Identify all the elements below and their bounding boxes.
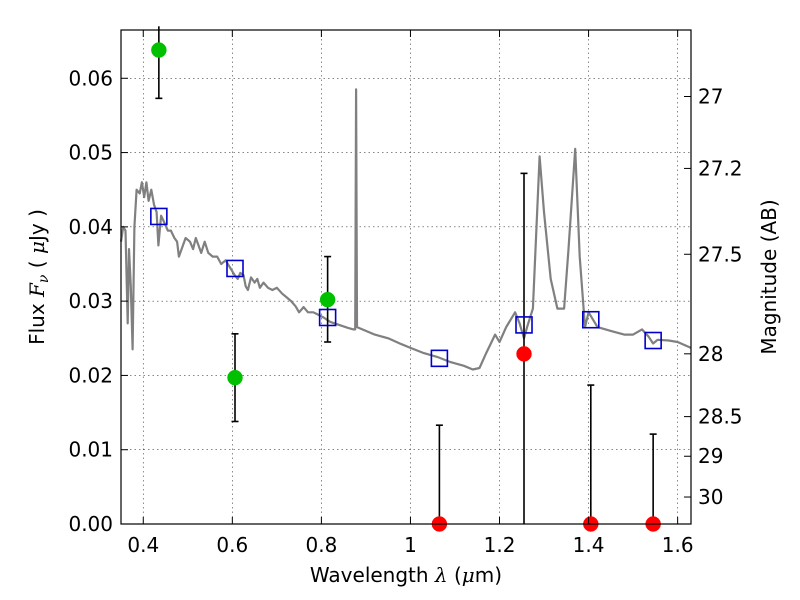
observation-point xyxy=(516,346,532,362)
x-tick-label: 0.6 xyxy=(216,533,248,557)
x-tick-label: 1.6 xyxy=(662,533,694,557)
model-photometry-square xyxy=(515,316,533,334)
model-photometry-square xyxy=(150,207,168,226)
x-axis-label: Wavelength λ (μm) xyxy=(310,563,502,587)
model-photometry-square xyxy=(430,349,449,368)
observation-point xyxy=(227,369,243,386)
y2-tick-label: 29 xyxy=(698,444,723,468)
y2-tick-label: 30 xyxy=(698,485,723,509)
y2-tick-label: 27.5 xyxy=(698,242,743,266)
model-spectrum xyxy=(119,88,692,371)
y-axis-label: Flux Fν ( μJy ) xyxy=(25,209,52,345)
observation-point xyxy=(319,291,336,308)
observation-markers xyxy=(151,42,661,532)
model-photometry-square xyxy=(644,331,662,350)
model-photometry-square xyxy=(582,310,600,329)
y2-tick-label: 27.2 xyxy=(698,156,743,180)
spectrum-line xyxy=(119,88,692,371)
y-tick-label: 0.02 xyxy=(68,363,113,387)
y-tick-label: 0.03 xyxy=(68,289,113,313)
y2-tick-label: 28.5 xyxy=(698,405,743,429)
y-tick-label: 0.05 xyxy=(68,141,113,165)
y-tick-label: 0.01 xyxy=(68,438,113,462)
model-photometry-markers xyxy=(150,207,662,368)
x-tick-label: 0.4 xyxy=(127,533,159,557)
y2-tick-label: 27 xyxy=(698,85,723,109)
y-tick-label: 0.00 xyxy=(68,512,113,536)
axis-ticks: 0.4 0.6 0.8 1 1.2 1.4 1.6 0.00 0.01 0.02 0.03 0.04 0… xyxy=(68,30,743,557)
x-tick-label: 1 xyxy=(404,533,417,557)
plot-frame xyxy=(120,29,692,525)
y-tick-label: 0.04 xyxy=(68,215,113,239)
x-tick-label: 0.8 xyxy=(305,533,337,557)
y2-tick-label: 28 xyxy=(698,342,723,366)
x-tick-label: 1.2 xyxy=(484,533,516,557)
model-photometry-square xyxy=(318,308,337,327)
plot-background xyxy=(121,30,691,524)
y2-axis-label: Magnitude (AB) xyxy=(757,199,781,354)
model-photometry-square xyxy=(226,259,244,278)
x-tick-label: 1.4 xyxy=(573,533,605,557)
y-tick-label: 0.06 xyxy=(68,66,113,90)
observation-point xyxy=(151,42,167,58)
